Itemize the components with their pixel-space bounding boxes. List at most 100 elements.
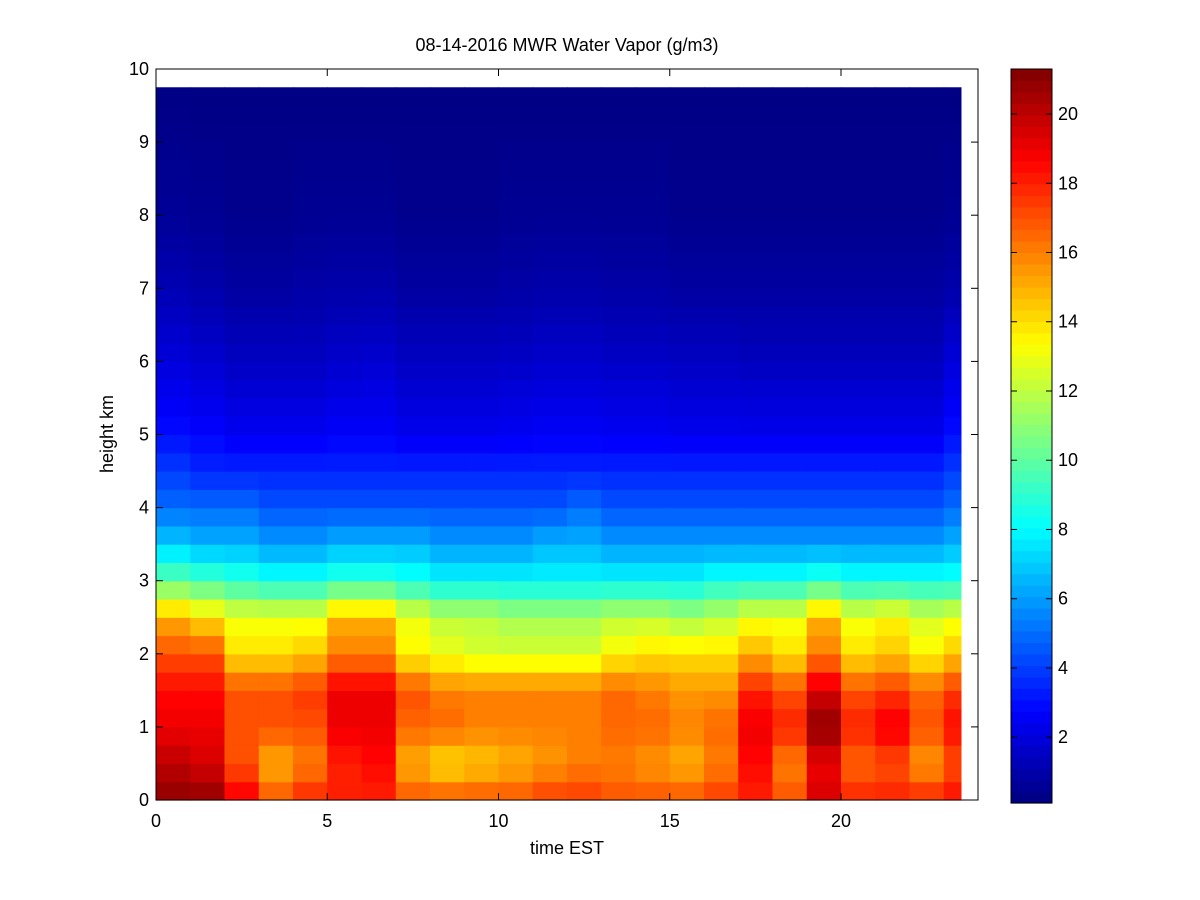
heatmap-cell bbox=[806, 635, 842, 655]
heatmap-cell bbox=[875, 233, 911, 253]
x-tick-label: 10 bbox=[488, 811, 508, 831]
heatmap-cell bbox=[669, 544, 705, 564]
heatmap-cell bbox=[772, 434, 808, 454]
heatmap-cell bbox=[464, 196, 500, 216]
heatmap-cell bbox=[738, 471, 774, 490]
y-tick-label: 0 bbox=[139, 790, 149, 810]
colorbar-strip bbox=[1011, 103, 1052, 116]
heatmap-cell bbox=[258, 123, 294, 143]
heatmap-cell bbox=[635, 580, 671, 600]
heatmap-cell bbox=[190, 507, 226, 527]
colorbar-strip bbox=[1011, 137, 1052, 150]
heatmap-cell bbox=[464, 635, 500, 655]
heatmap-cell bbox=[841, 288, 876, 308]
heatmap-cell bbox=[258, 416, 294, 436]
heatmap-cell bbox=[498, 745, 534, 765]
heatmap-cell bbox=[190, 690, 226, 710]
heatmap-cell bbox=[361, 781, 397, 801]
heatmap-cell bbox=[224, 215, 260, 235]
heatmap-cell bbox=[430, 233, 465, 253]
heatmap-cell bbox=[909, 726, 945, 746]
heatmap-cell bbox=[430, 763, 465, 783]
heatmap-cell bbox=[224, 196, 260, 216]
heatmap-cell bbox=[430, 544, 465, 564]
heatmap-cell bbox=[772, 781, 808, 801]
heatmap-cell bbox=[258, 434, 294, 454]
heatmap-cell bbox=[601, 690, 637, 710]
heatmap-cell bbox=[601, 160, 637, 180]
colorbar-strip bbox=[1011, 653, 1052, 666]
colorbar-strip bbox=[1011, 195, 1052, 208]
heatmap-cell bbox=[909, 288, 945, 308]
heatmap-cell bbox=[224, 288, 260, 308]
heatmap-cell bbox=[875, 361, 911, 381]
heatmap-cell bbox=[430, 580, 465, 600]
heatmap-cell bbox=[738, 489, 774, 509]
heatmap-cell bbox=[772, 452, 808, 472]
heatmap-cell bbox=[806, 690, 842, 710]
heatmap-cell bbox=[464, 617, 500, 637]
heatmap-cell bbox=[327, 452, 363, 472]
colorbar-strip bbox=[1011, 585, 1052, 598]
heatmap-cell bbox=[909, 544, 945, 564]
heatmap-cell bbox=[772, 745, 808, 765]
heatmap-cell bbox=[156, 544, 191, 564]
heatmap-cell bbox=[943, 708, 962, 728]
heatmap-cell bbox=[190, 489, 226, 509]
heatmap-cell bbox=[806, 196, 842, 216]
heatmap-cell bbox=[601, 379, 637, 399]
heatmap-cell bbox=[567, 178, 602, 198]
heatmap-cell bbox=[293, 196, 328, 216]
heatmap-cell bbox=[224, 745, 260, 765]
colorbar-strip bbox=[1011, 527, 1052, 540]
colorbar-strip bbox=[1011, 286, 1052, 299]
heatmap-cell bbox=[464, 160, 500, 180]
heatmap-cell bbox=[430, 324, 465, 344]
heatmap-cell bbox=[258, 251, 294, 271]
heatmap-cell bbox=[532, 471, 568, 490]
heatmap-cell bbox=[601, 361, 637, 381]
heatmap-cell bbox=[224, 233, 260, 253]
heatmap-cell bbox=[498, 306, 534, 326]
heatmap-cell bbox=[909, 196, 945, 216]
heatmap-cell bbox=[430, 361, 465, 381]
heatmap-cell bbox=[224, 690, 260, 710]
heatmap-cell bbox=[190, 233, 226, 253]
heatmap-cell bbox=[875, 105, 911, 125]
heatmap-cell bbox=[875, 544, 911, 564]
heatmap-cell bbox=[909, 379, 945, 399]
heatmap-cell bbox=[293, 452, 328, 472]
heatmap-cell bbox=[293, 142, 328, 161]
heatmap-cell bbox=[601, 343, 637, 363]
heatmap-cell bbox=[909, 251, 945, 271]
heatmap-cell bbox=[190, 471, 226, 490]
heatmap-cell bbox=[430, 142, 465, 161]
heatmap-cell bbox=[190, 562, 226, 582]
heatmap-cell bbox=[841, 745, 876, 765]
colorbar-tick-label: 12 bbox=[1058, 381, 1078, 401]
heatmap-cell bbox=[224, 617, 260, 637]
colorbar-strip bbox=[1011, 172, 1052, 185]
heatmap-cell bbox=[567, 416, 602, 436]
heatmap-cell bbox=[567, 635, 602, 655]
heatmap-cell bbox=[224, 763, 260, 783]
heatmap-cell bbox=[430, 781, 465, 801]
heatmap-cell bbox=[224, 416, 260, 436]
heatmap-cell bbox=[361, 672, 397, 691]
heatmap-cell bbox=[875, 635, 911, 655]
heatmap-cell bbox=[293, 562, 328, 582]
heatmap-cell bbox=[156, 87, 191, 107]
heatmap-cell bbox=[498, 708, 534, 728]
heatmap-cell bbox=[635, 635, 671, 655]
heatmap-cell bbox=[841, 562, 876, 582]
heatmap-cell bbox=[738, 653, 774, 673]
heatmap-cell bbox=[669, 726, 705, 746]
heatmap-cell bbox=[395, 343, 431, 363]
heatmap-cell bbox=[943, 123, 962, 143]
colorbar-strip bbox=[1011, 183, 1052, 196]
colorbar-strip bbox=[1011, 504, 1052, 517]
heatmap-cell bbox=[909, 416, 945, 436]
heatmap-cell bbox=[704, 306, 739, 326]
heatmap-cell bbox=[909, 489, 945, 509]
heatmap-cell bbox=[875, 306, 911, 326]
